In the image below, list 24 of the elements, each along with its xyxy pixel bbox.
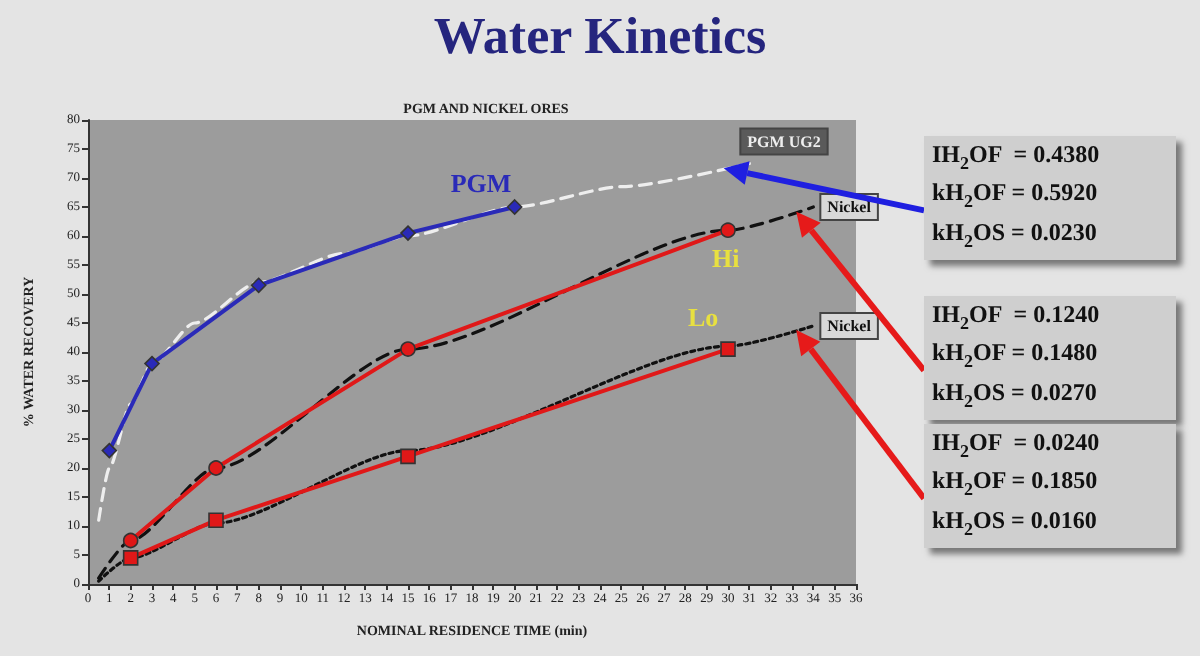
series-label: PGM bbox=[450, 168, 512, 198]
point bbox=[122, 550, 139, 566]
series-label: Hi bbox=[712, 243, 741, 274]
point bbox=[122, 532, 139, 549]
point bbox=[400, 341, 416, 357]
chart-title: Water Kinetics bbox=[433, 7, 767, 65]
text: IH$_{2}$OF = 0.0240 kH$_{2}$OF = 0.1850 kH$_{2}$OS = 0.0160 bbox=[932, 428, 1100, 539]
series-label: Lo bbox=[688, 302, 719, 333]
point bbox=[101, 442, 118, 459]
series-label: Nickel bbox=[827, 198, 873, 216]
text: IH$_{2}$OF = 0.1240 kH$_{2}$OF = 0.1480 kH$_{2}$OS = 0.0270 bbox=[932, 300, 1100, 411]
point bbox=[250, 277, 267, 294]
text: IH$_{2}$OF = 0.4380 kH$_{2}$OF = 0.5920 kH$_{2}$OS = 0.0230 bbox=[932, 140, 1100, 251]
series-label: Nickel bbox=[827, 316, 873, 335]
series-label: PGM UG2 bbox=[747, 132, 821, 151]
point bbox=[506, 199, 523, 215]
line-series bbox=[97, 161, 751, 522]
point bbox=[400, 448, 416, 465]
point bbox=[720, 222, 736, 238]
point bbox=[720, 341, 736, 357]
point bbox=[400, 225, 416, 241]
point bbox=[144, 355, 160, 372]
point bbox=[208, 460, 224, 476]
point bbox=[208, 512, 224, 528]
